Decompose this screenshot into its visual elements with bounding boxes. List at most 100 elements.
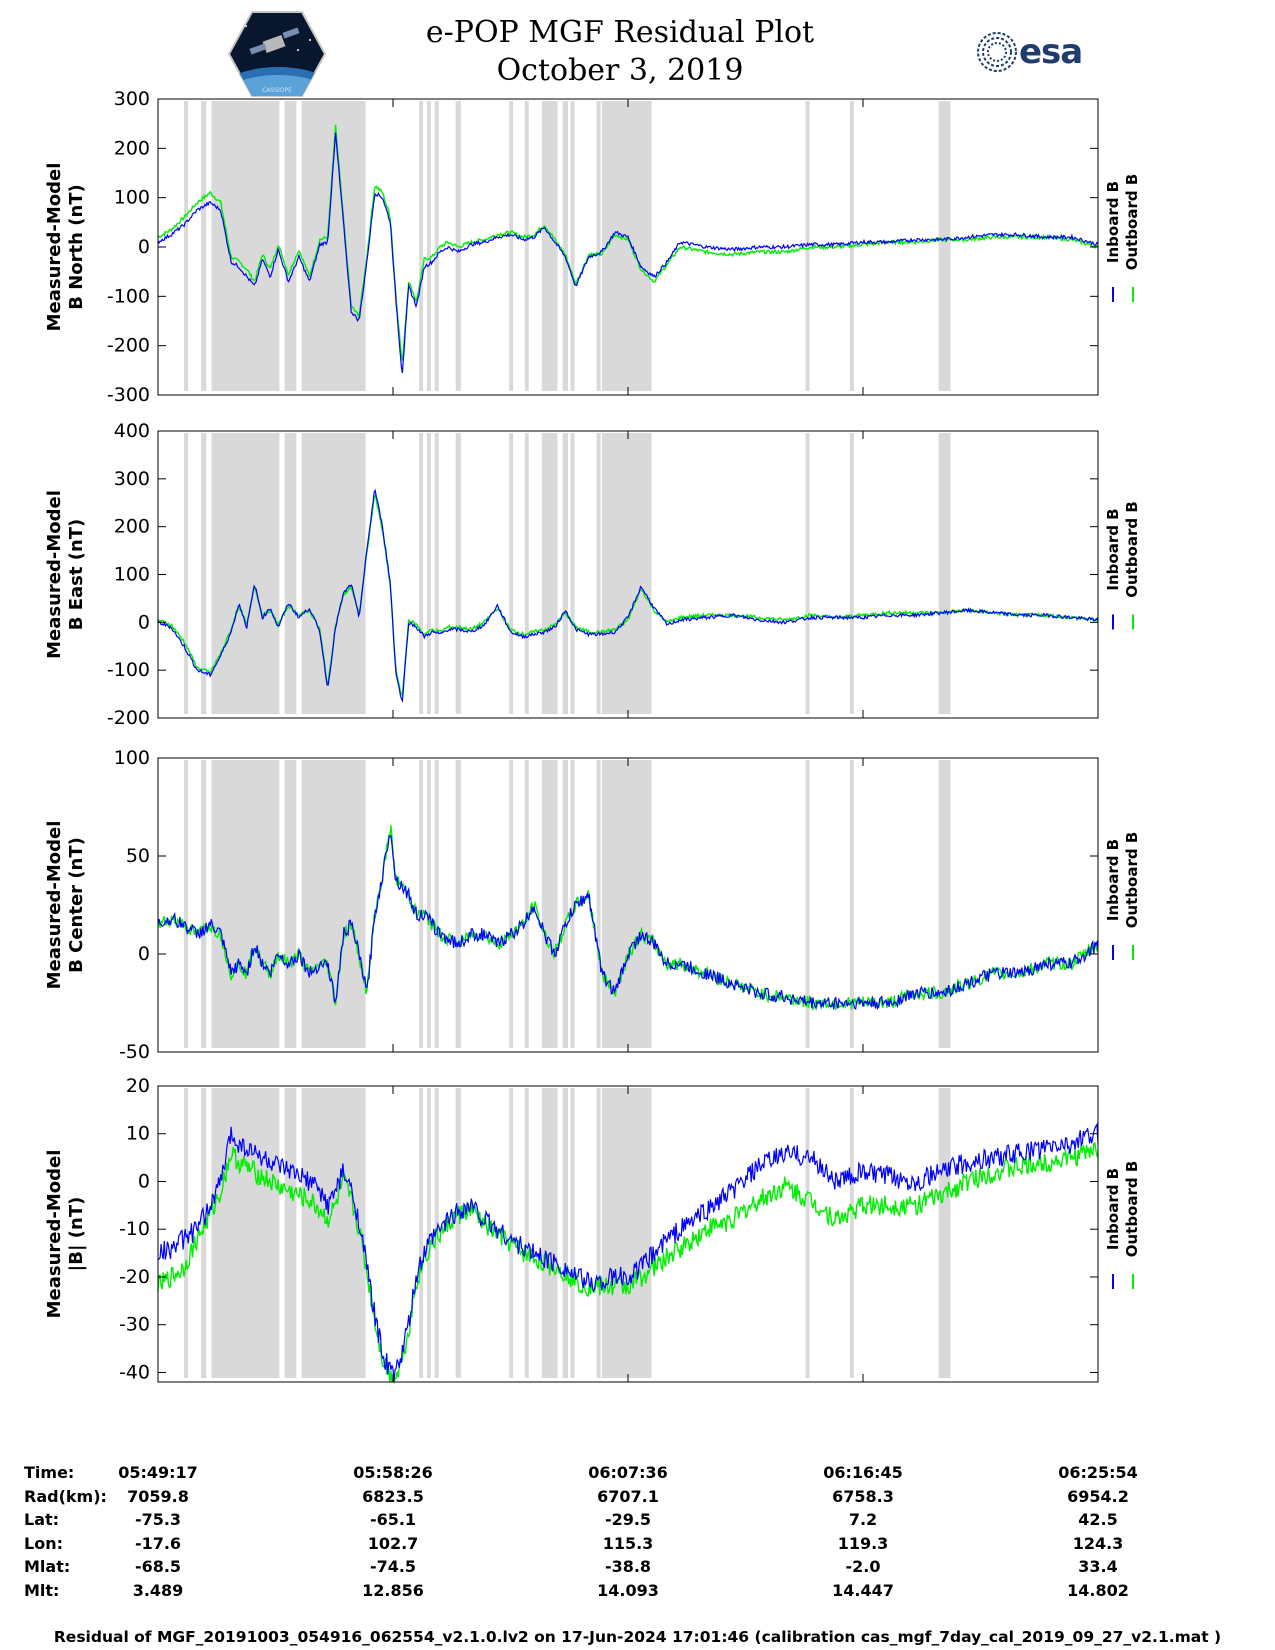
y-tick-label: 100	[114, 564, 150, 586]
mission-logo-text: CASSIOPE	[262, 87, 292, 94]
y-tick-label: -200	[107, 707, 150, 729]
shaded-interval	[805, 433, 810, 714]
shaded-interval	[938, 1088, 951, 1378]
shaded-interval	[805, 760, 810, 1048]
shaded-interval	[301, 433, 366, 714]
ephemeris-value: -17.6	[134, 1533, 182, 1553]
shaded-interval	[562, 101, 568, 391]
ephemeris-value: -75.3	[134, 1510, 182, 1529]
chart-date: October 3, 2019	[496, 53, 744, 88]
y-tick-label: -100	[107, 285, 150, 307]
y-tick-label: -300	[107, 384, 150, 406]
shaded-interval	[426, 760, 431, 1048]
y-tick-label: -40	[119, 1361, 150, 1383]
panel-2: 400 300 200 100 0 -100 -200 Measured-ModelB Eas…	[44, 420, 1141, 729]
ephemeris-value: -29.5	[604, 1510, 652, 1529]
ephemeris-value: -2.0	[845, 1557, 881, 1576]
legend-outboard-label: Outboard B	[1123, 832, 1141, 929]
shaded-interval	[849, 1088, 854, 1378]
y-axis-label: Measured-ModelB Center (nT)	[44, 821, 87, 990]
ephemeris-value: -74.5	[369, 1557, 417, 1576]
series-inboard-line	[157, 488, 1099, 704]
shaded-interval	[596, 760, 601, 1048]
ephemeris-value: -68.5	[134, 1557, 182, 1576]
shaded-interval	[455, 1088, 461, 1378]
title-block: e-POP MGF Residual Plot October 3, 2019	[380, 14, 860, 90]
ephemeris-value: 06:25:54	[1058, 1463, 1138, 1482]
shaded-interval	[201, 433, 207, 714]
panel-4: 20 10 0 -10 -20 -30 -40 Measured-Model|B| (nT) I…	[44, 1075, 1141, 1385]
shaded-interval	[541, 1088, 558, 1378]
y-axis-label-line1: Measured-Model	[44, 490, 65, 659]
y-axis-label-line2: B Center (nT)	[66, 837, 87, 973]
y-tick-label: -10	[119, 1218, 150, 1240]
y-tick-label: 100	[114, 747, 150, 769]
legend-outboard-label: Outboard B	[1123, 174, 1141, 271]
shaded-interval	[524, 101, 529, 391]
shaded-interval	[284, 1088, 297, 1378]
series-inboard-line	[157, 1122, 1099, 1382]
shaded-interval	[211, 1088, 280, 1378]
y-tick-label: 0	[138, 611, 150, 633]
y-tick-label: 300	[114, 468, 150, 490]
ephemeris-value: 6823.5	[362, 1486, 424, 1506]
shaded-interval	[211, 101, 280, 391]
y-axis-label: Measured-ModelB North (nT)	[44, 163, 87, 332]
ephemeris-value: 06:16:45	[823, 1463, 903, 1482]
ephemeris-row-label: Time:	[24, 1463, 75, 1482]
shaded-interval	[562, 433, 568, 714]
y-axis-label-line1: Measured-Model	[44, 163, 65, 332]
shaded-interval	[601, 101, 652, 391]
ephemeris-row-label: Lon:	[24, 1533, 63, 1553]
shaded-interval	[419, 101, 424, 391]
ephemeris-value: 14.447	[832, 1580, 894, 1600]
ephemeris-value: 124.3	[1072, 1533, 1124, 1553]
ephemeris-row: Mlat: -68.5 -74.5 -38.8 -2.0 33.4	[0, 1557, 1275, 1581]
shaded-interval	[524, 433, 529, 714]
shaded-interval	[201, 101, 207, 391]
agency-logo-text: esa	[1019, 32, 1083, 72]
shaded-interval	[184, 433, 189, 714]
y-tick-label: 50	[126, 845, 150, 867]
shaded-interval	[419, 433, 424, 714]
ephemeris-value: 14.802	[1067, 1580, 1129, 1600]
shaded-interval	[938, 433, 951, 714]
shaded-interval	[419, 760, 424, 1048]
y-axis-label: Measured-ModelB East (nT)	[44, 490, 87, 659]
y-tick-label: 10	[126, 1123, 150, 1145]
agency-logo: esa	[975, 30, 1095, 76]
panel-1: 300 200 100 0 -100 -200 -300 Measured-ModelB No…	[44, 88, 1141, 406]
y-tick-label: -30	[119, 1314, 150, 1336]
shaded-interval	[596, 101, 601, 391]
ephemeris-value: 3.489	[132, 1580, 184, 1600]
shaded-interval	[434, 101, 439, 391]
ephemeris-value: 6758.3	[832, 1486, 894, 1506]
shaded-interval	[849, 433, 854, 714]
shaded-interval	[184, 760, 189, 1048]
ephemeris-value: 6707.1	[597, 1486, 659, 1506]
ephemeris-value: 7059.8	[127, 1486, 189, 1506]
shaded-interval	[570, 433, 575, 714]
ephemeris-value: -38.8	[604, 1557, 652, 1576]
ephemeris-value: 119.3	[837, 1533, 889, 1553]
y-tick-label: 0	[138, 1170, 150, 1192]
shaded-interval	[596, 1088, 601, 1378]
shaded-interval	[601, 760, 652, 1048]
series-inboard-line	[157, 835, 1099, 1011]
shaded-interval	[601, 1088, 652, 1378]
ephemeris-value: 33.4	[1078, 1557, 1118, 1576]
shaded-interval	[570, 101, 575, 391]
ephemeris-row: Rad(km): 7059.8 6823.5 6707.1 6758.3 6954.2	[0, 1487, 1275, 1511]
y-tick-label: 0	[138, 236, 150, 258]
ephemeris-row-label: Mlat:	[24, 1557, 71, 1576]
shaded-interval	[426, 433, 431, 714]
shaded-interval	[434, 433, 439, 714]
panel-3: 100 50 0 -50 Measured-ModelB Center (nT) Inbo…	[44, 747, 1141, 1063]
ephemeris-row: Lat: -75.3 -65.1 -29.5 7.2 42.5	[0, 1510, 1275, 1534]
y-axis-label-line2: |B| (nT)	[66, 1197, 87, 1272]
ephemeris-row-label: Lat:	[24, 1510, 60, 1529]
shaded-interval	[201, 760, 207, 1048]
shaded-interval	[805, 101, 810, 391]
shaded-interval	[455, 433, 461, 714]
